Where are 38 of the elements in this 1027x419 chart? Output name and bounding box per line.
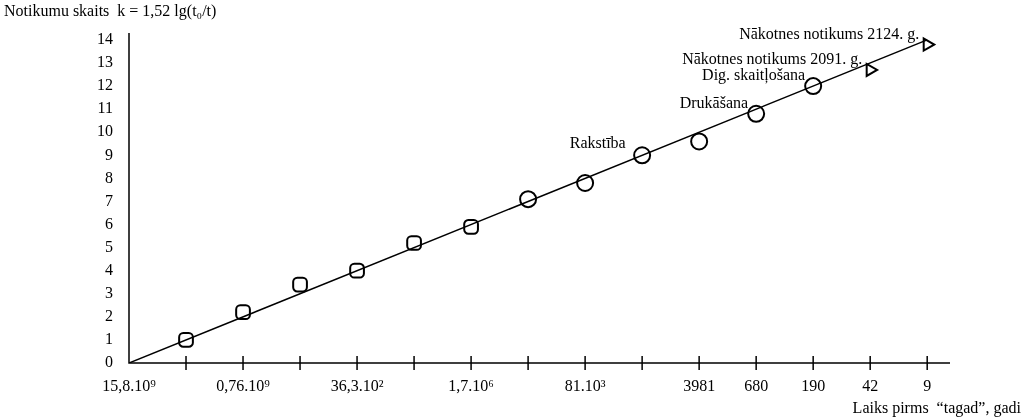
annotation: Nākotnes notikums 2091. g.: [682, 50, 863, 69]
y-tick-label: 14: [97, 30, 113, 48]
y-tick-label: 3: [105, 283, 113, 301]
point: [576, 174, 595, 192]
annotation: Rakstība: [569, 134, 626, 151]
y-tick-label: 2: [105, 307, 113, 325]
y-tick-label: 6: [105, 214, 113, 232]
y-tick-label: 4: [105, 260, 113, 278]
x-tick-label: 15,8.10⁹: [102, 376, 157, 394]
point: [292, 276, 308, 293]
x-tick-label: 680: [744, 376, 769, 394]
y-axis-title: Notikumu skaits k = 1,52 lg(t₀/t): [4, 2, 217, 21]
y-tick-label: 13: [97, 53, 113, 71]
y-tick-label: 9: [105, 145, 113, 163]
point: [865, 62, 879, 77]
y-tick-label: 8: [105, 168, 113, 186]
x-tick-label: 1,7.10⁶: [448, 376, 494, 394]
point: [690, 132, 709, 151]
y-tick-label: 5: [105, 237, 113, 255]
x-tick-label: 0,76.10⁹: [216, 376, 271, 394]
annotation: Drukāšana: [679, 93, 749, 111]
x-tick-label: 81.10³: [564, 376, 606, 394]
y-tick-label: 1: [105, 330, 113, 348]
annotation: Dig. skaitļošana: [702, 66, 806, 85]
point: [922, 37, 936, 52]
y-tick-label: 10: [97, 122, 113, 140]
x-tick-label: 36,3.10²: [330, 376, 384, 394]
y-tick-label: 0: [105, 353, 113, 371]
x-tick-label: 42: [862, 376, 879, 394]
x-tick-label: 190: [801, 376, 826, 394]
x-tick-label: 3981: [683, 376, 716, 394]
y-tick-label: 11: [97, 99, 113, 117]
y-tick-label: 7: [105, 191, 113, 209]
point: [747, 104, 766, 123]
y-tick-label: 12: [97, 76, 113, 94]
annotation: Nākotnes notikums 2124. g.: [739, 24, 920, 43]
x-tick-label: 9: [923, 376, 932, 394]
x-axis-title: Laiks pirms “tagad”, gadi: [852, 399, 1022, 418]
